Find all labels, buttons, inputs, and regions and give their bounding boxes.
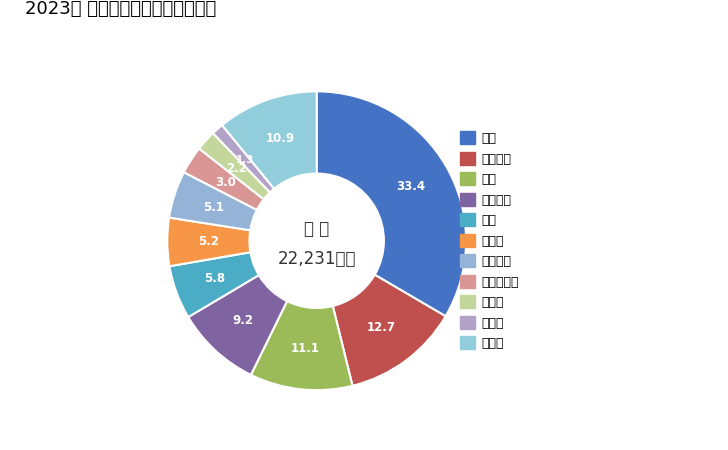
Wedge shape — [169, 172, 257, 230]
Wedge shape — [333, 275, 446, 386]
Wedge shape — [222, 91, 317, 189]
Wedge shape — [189, 275, 287, 375]
Wedge shape — [184, 148, 264, 210]
Text: 11.1: 11.1 — [290, 342, 320, 355]
Text: 33.4: 33.4 — [396, 180, 425, 194]
Text: 12.7: 12.7 — [367, 321, 396, 334]
Text: 2023年 輸出相手国のシェア（％）: 2023年 輸出相手国のシェア（％） — [25, 0, 217, 18]
Wedge shape — [199, 133, 270, 199]
Text: 5.1: 5.1 — [203, 201, 224, 214]
Text: 総 額: 総 額 — [304, 220, 329, 238]
Wedge shape — [317, 91, 466, 316]
Text: 5.2: 5.2 — [198, 235, 219, 248]
Text: 1.3: 1.3 — [235, 155, 254, 165]
Text: 5.8: 5.8 — [205, 272, 226, 285]
Wedge shape — [170, 252, 259, 317]
Legend: 米国, オランダ, 中国, スペイン, 英国, チェコ, フランス, デンマーク, カナダ, ジブチ, その他: 米国, オランダ, 中国, スペイン, 英国, チェコ, フランス, デンマーク… — [454, 125, 525, 356]
Text: 9.2: 9.2 — [233, 314, 254, 327]
Text: 10.9: 10.9 — [266, 132, 295, 145]
Text: 3.0: 3.0 — [215, 176, 236, 189]
Wedge shape — [213, 125, 274, 192]
Wedge shape — [251, 301, 352, 390]
Text: 2.2: 2.2 — [226, 162, 247, 175]
Text: 22,231万円: 22,231万円 — [277, 250, 356, 268]
Wedge shape — [167, 218, 250, 266]
